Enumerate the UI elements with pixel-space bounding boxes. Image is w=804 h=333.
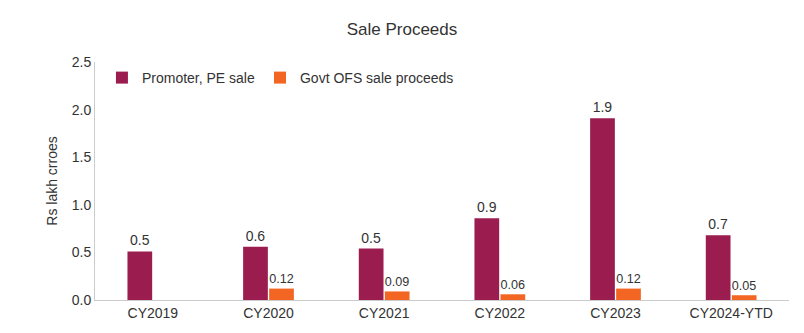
svg-text:0.09: 0.09: [385, 275, 410, 289]
svg-text:0.5: 0.5: [130, 232, 150, 248]
svg-text:CY2022: CY2022: [475, 305, 526, 321]
svg-text:0.0: 0.0: [72, 292, 92, 308]
svg-text:1.9: 1.9: [593, 99, 613, 115]
svg-text:CY2021: CY2021: [359, 305, 410, 321]
svg-text:CY2019: CY2019: [128, 305, 179, 321]
svg-text:1.5: 1.5: [72, 149, 92, 165]
svg-text:Govt OFS sale proceeds: Govt OFS sale proceeds: [300, 70, 453, 86]
svg-text:0.5: 0.5: [72, 244, 92, 260]
svg-text:0.5: 0.5: [361, 230, 381, 246]
svg-text:0.06: 0.06: [500, 278, 525, 292]
svg-text:CY2020: CY2020: [243, 305, 294, 321]
svg-text:2.5: 2.5: [72, 54, 92, 70]
svg-text:0.9: 0.9: [477, 199, 497, 215]
svg-text:Rs lakh crroes: Rs lakh crroes: [44, 136, 60, 225]
svg-text:CY2023: CY2023: [590, 305, 641, 321]
svg-text:Sale Proceeds: Sale Proceeds: [347, 20, 458, 39]
svg-text:0.05: 0.05: [732, 279, 757, 293]
svg-text:0.12: 0.12: [269, 272, 294, 286]
svg-text:1.0: 1.0: [72, 197, 92, 213]
svg-text:Promoter, PE sale: Promoter, PE sale: [142, 70, 255, 86]
svg-text:CY2024-YTD: CY2024-YTD: [690, 305, 773, 321]
svg-text:0.12: 0.12: [616, 272, 641, 286]
svg-text:0.6: 0.6: [246, 228, 266, 244]
svg-text:0.7: 0.7: [708, 216, 728, 232]
svg-text:2.0: 2.0: [72, 102, 92, 118]
